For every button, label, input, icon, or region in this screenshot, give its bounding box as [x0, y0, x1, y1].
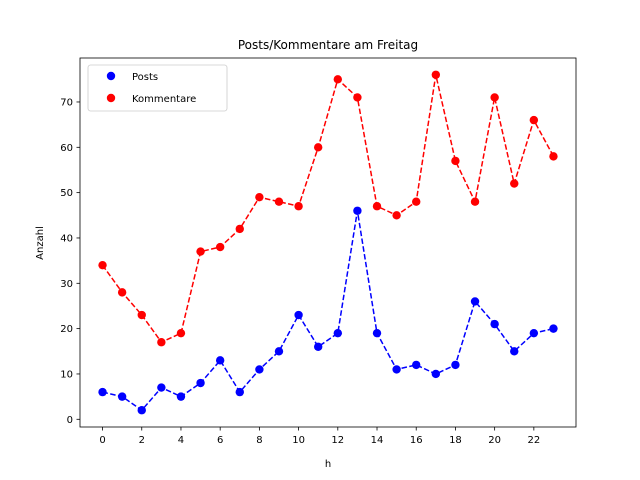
- data-point: [549, 324, 558, 333]
- data-point: [529, 115, 539, 125]
- x-tick-label: 12: [331, 435, 344, 446]
- y-tick-label: 30: [60, 279, 73, 290]
- data-point: [274, 347, 284, 356]
- data-point: [117, 392, 127, 401]
- data-point: [431, 369, 441, 379]
- data-point: [157, 383, 166, 392]
- x-tick-label: 4: [178, 435, 184, 446]
- data-point: [98, 387, 107, 397]
- x-tick-label: 18: [449, 435, 462, 446]
- data-point: [490, 319, 499, 329]
- data-point: [372, 328, 382, 338]
- x-tick-label: 22: [527, 435, 540, 446]
- data-point: [529, 328, 539, 338]
- data-point: [98, 260, 107, 270]
- data-point: [215, 356, 225, 365]
- x-tick-label: 2: [139, 435, 145, 446]
- legend-frame: [87, 64, 228, 112]
- data-point: [431, 70, 441, 79]
- data-point: [235, 224, 244, 234]
- data-point: [294, 202, 303, 211]
- data-point: [392, 211, 401, 220]
- legend: Posts Kommentare: [87, 64, 228, 112]
- legend-label: Kommentare: [132, 94, 196, 105]
- data-point: [313, 342, 323, 351]
- data-point: [196, 247, 205, 256]
- y-tick-label: 50: [60, 188, 73, 199]
- data-point: [255, 365, 264, 374]
- data-point: [294, 310, 303, 320]
- y-tick-label: 70: [60, 98, 73, 109]
- data-point: [215, 242, 225, 252]
- data-point: [490, 93, 499, 102]
- x-tick-label: 16: [410, 435, 423, 446]
- y-tick-label: 60: [60, 143, 73, 154]
- data-point: [470, 197, 480, 206]
- data-point: [137, 310, 146, 320]
- y-axis-label: Anzahl: [35, 226, 46, 260]
- data-point: [392, 365, 401, 374]
- chart-title: Posts/Kommentare am Freitag: [238, 38, 418, 52]
- data-point: [510, 179, 519, 188]
- axes-frame: [79, 57, 577, 428]
- data-point: [235, 387, 244, 397]
- data-point: [255, 192, 264, 202]
- legend-label: Posts: [132, 72, 158, 83]
- y-tick-label: 20: [60, 324, 73, 335]
- data-point: [353, 206, 362, 215]
- x-tick-label: 0: [99, 435, 105, 446]
- data-point: [176, 392, 186, 401]
- data-point: [333, 75, 343, 84]
- legend-marker: [106, 71, 116, 81]
- data-point: [412, 197, 421, 206]
- data-point: [313, 143, 323, 152]
- data-point: [412, 360, 421, 370]
- data-point: [137, 406, 146, 415]
- data-point: [470, 297, 480, 306]
- data-point: [451, 360, 460, 370]
- data-point: [353, 93, 362, 102]
- data-point: [510, 347, 519, 356]
- data-point: [274, 197, 284, 206]
- plot-area: 0 2 4 6 8 10 12 14 16 18 20 22 0 10 20 30 40 50 60 70: [60, 57, 577, 446]
- data-point: [549, 152, 558, 161]
- data-point: [196, 378, 205, 388]
- data-point: [451, 156, 460, 166]
- legend-marker: [106, 93, 116, 103]
- data-point: [333, 328, 343, 338]
- y-tick-label: 40: [60, 234, 73, 245]
- x-tick-label: 14: [371, 435, 384, 446]
- data-point: [117, 288, 127, 297]
- y-tick-label: 0: [67, 415, 73, 426]
- data-point: [176, 328, 186, 338]
- x-tick-label: 6: [217, 435, 223, 446]
- x-axis-label: h: [325, 459, 331, 470]
- y-tick-label: 10: [60, 370, 73, 381]
- data-point: [157, 338, 166, 347]
- data-point: [372, 202, 382, 211]
- x-tick-label: 8: [256, 435, 262, 446]
- x-tick-label: 20: [488, 435, 501, 446]
- x-tick-label: 10: [292, 435, 305, 446]
